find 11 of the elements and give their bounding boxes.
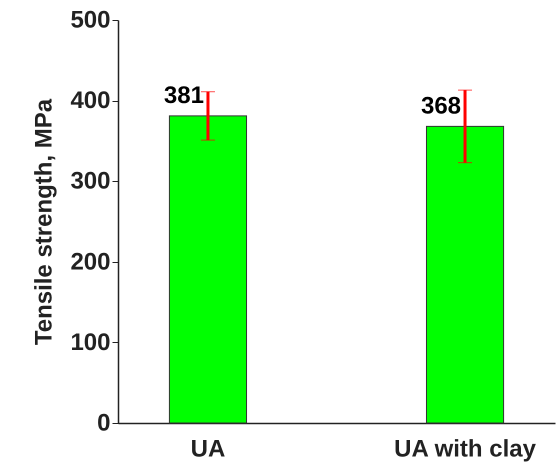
x-tick-label: UA bbox=[190, 436, 226, 462]
y-tick-label: 100 bbox=[70, 328, 110, 356]
x-tick-label: UA with clay bbox=[394, 436, 537, 462]
y-tick-label: 500 bbox=[70, 6, 110, 34]
data-label: 368 bbox=[420, 92, 462, 120]
y-axis-title: Tensile strength, MPa bbox=[30, 98, 58, 346]
y-tick-label: 200 bbox=[70, 248, 110, 276]
data-label: 381 bbox=[164, 82, 204, 109]
y-tick-label: 400 bbox=[70, 87, 110, 114]
y-tick-label: 300 bbox=[70, 168, 110, 195]
y-tick-label: 0 bbox=[97, 410, 110, 436]
